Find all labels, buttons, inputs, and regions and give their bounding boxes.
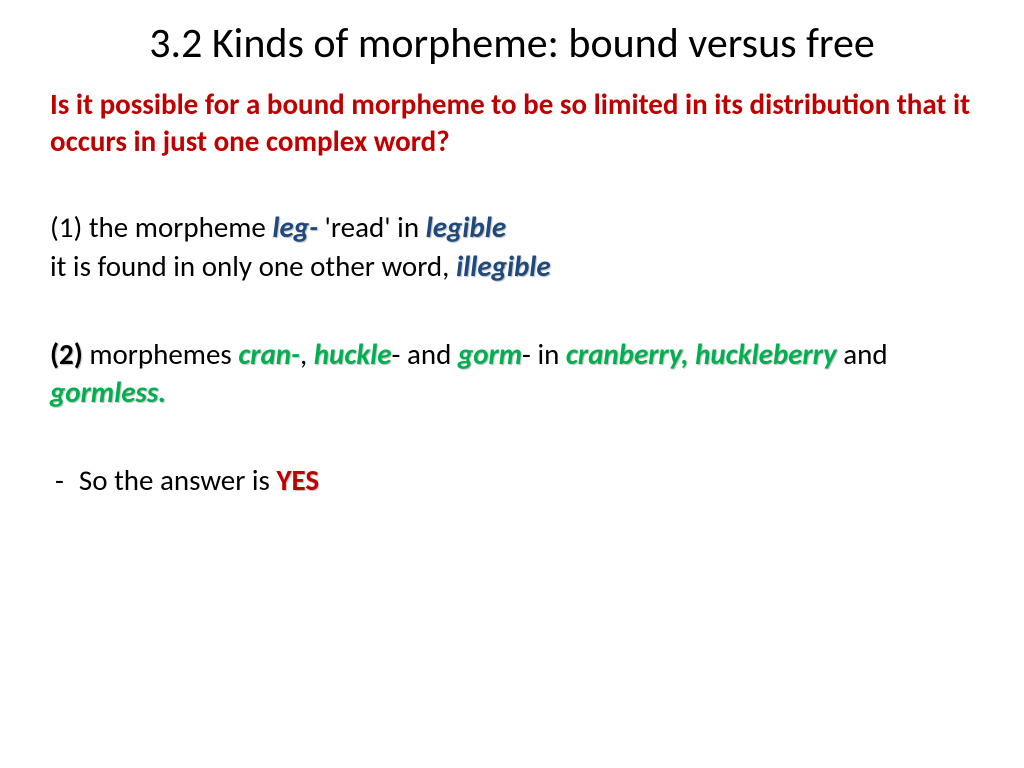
text: ,	[300, 336, 314, 372]
answer-yes: YES	[276, 462, 319, 498]
text: it is found in only one other word,	[50, 248, 456, 284]
example-2: (2) morphemes cran-, huckle- and gorm- i…	[50, 336, 974, 411]
text: and	[837, 336, 888, 372]
text: morphemes	[83, 336, 239, 372]
text: - in	[522, 336, 566, 372]
answer-line: -So the answer is YES	[50, 462, 974, 498]
answer-text: So the answer is	[79, 462, 277, 498]
bullet-dash: -	[55, 462, 64, 498]
number-2: (2)	[50, 336, 83, 372]
slide-title: 3.2 Kinds of morpheme: bound versus free	[50, 20, 974, 68]
example-1-line-2: it is found in only one other word, ille…	[50, 248, 974, 286]
morpheme-huckle: huckle	[314, 336, 392, 372]
word-illegible: illegible	[456, 248, 551, 284]
word-legible: legible	[426, 209, 506, 245]
word-gormless: gormless.	[50, 374, 166, 410]
text: (1) the morpheme	[50, 209, 272, 245]
morpheme-gorm: gorm	[458, 336, 522, 372]
question-text: Is it possible for a bound morpheme to b…	[50, 86, 974, 159]
morpheme-leg: leg-	[272, 209, 318, 245]
word-cranberry-huckleberry: cranberry, huckleberry	[566, 336, 837, 372]
example-1-line-1: (1) the morpheme leg- 'read' in legible	[50, 209, 974, 247]
morpheme-cran: cran-	[238, 336, 300, 372]
text: 'read' in	[318, 209, 426, 245]
text: - and	[392, 336, 458, 372]
